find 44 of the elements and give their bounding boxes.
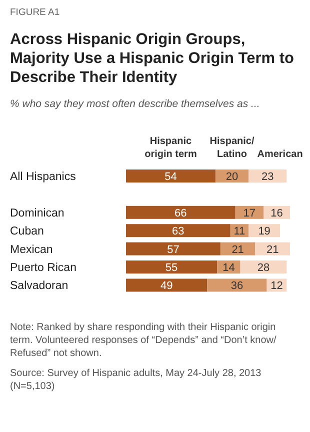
data-label: 57	[167, 244, 180, 256]
bar	[126, 170, 216, 182]
chart-subtitle: % who say they most often describe themselves as ...	[10, 98, 260, 110]
bar	[207, 278, 267, 292]
data-label: 12	[270, 280, 283, 292]
data-label: 28	[257, 262, 270, 274]
caption: FIGURE A1	[10, 7, 60, 18]
data-label: 49	[160, 280, 173, 292]
y-tick-label: Cuban	[10, 226, 44, 238]
data-label: 14	[222, 262, 235, 274]
data-label: 21	[232, 244, 244, 256]
bar	[126, 278, 208, 292]
bar	[126, 206, 236, 219]
data-label: 20	[226, 171, 238, 183]
data-label: 54	[164, 171, 177, 183]
data-label: 55	[165, 262, 178, 274]
bar	[240, 260, 287, 274]
bar	[126, 260, 218, 274]
y-tick-label: Mexican	[10, 244, 53, 256]
data-label: 17	[243, 207, 256, 220]
data-label: 66	[174, 207, 187, 220]
series-label: Hispanic origin term	[144, 136, 197, 160]
y-tick-label: Dominican	[10, 207, 64, 220]
y-tick-label: Puerto Rican	[10, 262, 76, 274]
y-tick-label: All Hispanics	[10, 171, 76, 183]
bar	[220, 242, 256, 256]
y-tick-label: Salvadoran	[10, 280, 68, 292]
bar	[235, 206, 264, 219]
bar	[255, 242, 290, 256]
data-label: 63	[172, 226, 184, 238]
chart-title: Across Hispanic Origin Groups, Majority Use a Hispanic Origin Term to Describe Their Identity	[10, 31, 294, 86]
data-label: 23	[262, 171, 274, 183]
bar	[126, 242, 220, 256]
text: Note: Ranked by share responding with their Hispanic origin term. Volunteered responses of “Depends” and “Don’t know/Refused” not shown.	[10, 322, 276, 359]
series-label: American	[257, 149, 303, 160]
data-label: 36	[230, 280, 244, 292]
data-label: 21	[266, 244, 279, 256]
data-label: 16	[270, 207, 283, 220]
series-label: Hispanic/Latino	[210, 136, 254, 160]
data-label: 11	[234, 226, 246, 238]
bar	[248, 170, 287, 182]
bar	[126, 224, 230, 238]
data-label: 19	[258, 226, 270, 238]
source-note: Source: Survey of Hispanic adults, May 24-July 28, 2013 (N=5,103)	[10, 368, 262, 392]
